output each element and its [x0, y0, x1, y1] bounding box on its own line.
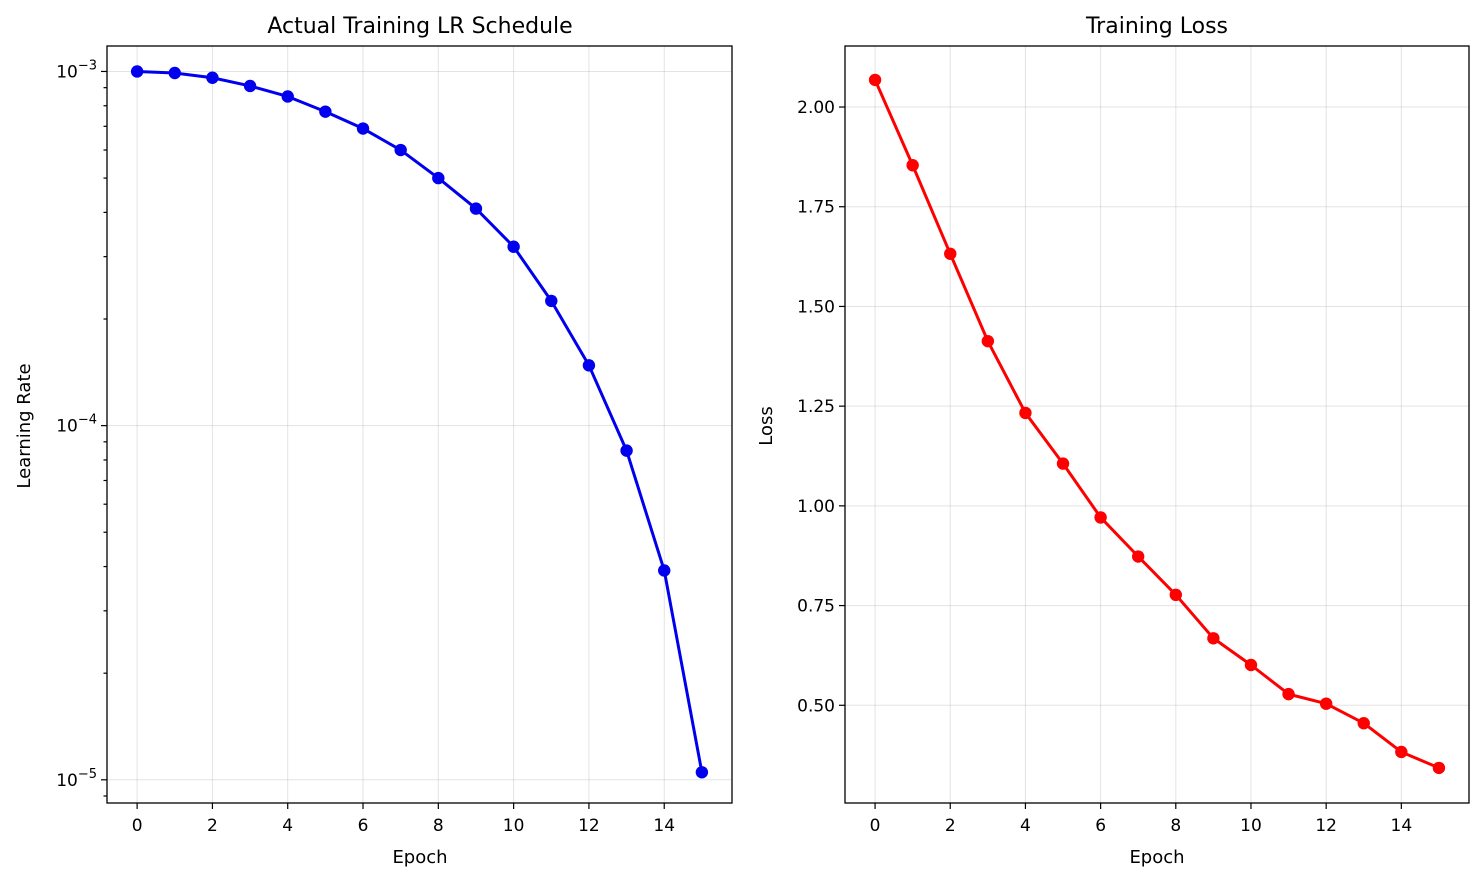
training-loss-chart: Training Loss Epoch Loss 0 2 4 6 8 10 12 14 0.50…: [756, 14, 1470, 868]
x-tick-label: 2: [945, 816, 956, 836]
x-tick-label: 14: [653, 816, 675, 836]
y-tick-label: 0.75: [797, 597, 835, 617]
data-point: [868, 73, 882, 87]
x-tick-label: 8: [433, 816, 444, 836]
data-point: [944, 247, 957, 260]
data-point: [507, 240, 520, 253]
data-point: [1357, 717, 1370, 730]
x-tick-label: 4: [1020, 816, 1031, 836]
data-point: [1432, 761, 1446, 775]
x-tick-label: 4: [282, 816, 293, 836]
data-point: [1169, 588, 1182, 602]
x-tick-label: 8: [1170, 816, 1181, 836]
x-tick-label: 14: [1391, 816, 1413, 836]
data-point: [319, 105, 332, 118]
data-point: [432, 171, 445, 185]
y-tick-label: 10−5: [56, 767, 97, 791]
x-tick-label: 10: [503, 816, 525, 836]
y-tick-label: 0.50: [797, 696, 835, 716]
x-axis-label: Epoch: [1129, 847, 1184, 868]
chart-title: Training Loss: [1085, 14, 1228, 39]
y-tick-label: 2.00: [797, 98, 835, 118]
x-tick-label: 2: [207, 816, 218, 836]
data-point: [206, 71, 219, 84]
data-point: [1244, 658, 1258, 672]
data-point: [1207, 632, 1220, 645]
x-tick-label: 12: [1315, 816, 1337, 836]
x-tick-label: 6: [358, 816, 369, 836]
x-tick-label: 0: [870, 816, 881, 836]
y-tick-label: 1.50: [797, 297, 835, 317]
plot-area-frame: [106, 45, 733, 804]
data-point: [1395, 745, 1408, 759]
y-tick-label: 1.00: [797, 497, 835, 517]
x-tick-label: 0: [132, 816, 143, 836]
data-point: [620, 444, 633, 457]
x-tick-label: 12: [578, 816, 600, 836]
chart-title: Actual Training LR Schedule: [267, 14, 572, 39]
data-point: [469, 202, 483, 215]
data-point: [168, 66, 181, 80]
data-point: [1319, 697, 1333, 710]
data-point: [981, 334, 995, 348]
x-tick-label: 10: [1240, 816, 1262, 836]
lr-schedule-chart: Actual Training LR Schedule Epoch Learni…: [14, 14, 733, 868]
data-point: [1282, 687, 1295, 701]
y-axis-label: Loss: [756, 406, 777, 445]
x-axis-label: Epoch: [392, 847, 447, 868]
data-point: [356, 122, 370, 135]
data-point: [1094, 511, 1107, 524]
data-point: [906, 159, 919, 172]
y-axis-label: Learning Rate: [14, 363, 35, 488]
plot-area-frame: [844, 45, 1470, 804]
y-tick-label: 1.75: [797, 198, 835, 218]
series-line: [873, 79, 1440, 770]
data-point: [545, 294, 558, 308]
data-point: [130, 65, 144, 78]
series-line: [137, 69, 704, 773]
data-point: [1132, 550, 1145, 563]
data-point: [243, 79, 257, 93]
data-point: [281, 90, 294, 103]
y-tick-label: 10−4: [56, 413, 97, 437]
data-point: [1056, 457, 1070, 470]
data-point: [394, 143, 407, 157]
data-point: [582, 359, 596, 372]
y-tick-label: 10−3: [56, 58, 97, 82]
data-point: [1019, 406, 1032, 420]
data-point: [658, 564, 671, 577]
x-tick-label: 6: [1095, 816, 1106, 836]
y-tick-label: 1.25: [797, 397, 835, 417]
data-point: [695, 766, 709, 779]
